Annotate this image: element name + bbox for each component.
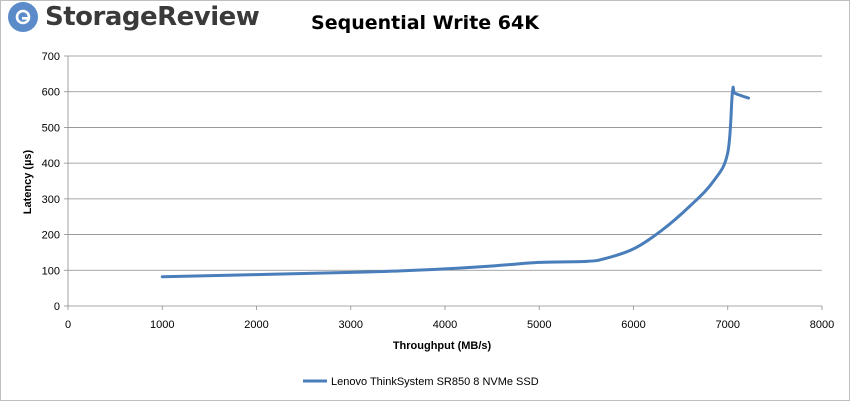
storagereview-logo-icon — [8, 2, 38, 32]
y-tick-label: 200 — [42, 230, 60, 242]
gridlines — [68, 55, 822, 271]
y-tick-label: 0 — [54, 301, 60, 313]
y-tick-label: 300 — [42, 194, 60, 206]
x-tick-label: 5000 — [527, 319, 551, 331]
chart-title: Sequential Write 64K — [311, 12, 539, 34]
legend: Lenovo ThinkSystem SR850 8 NVMe SSD — [303, 376, 539, 388]
x-tick-label: 0 — [65, 319, 71, 331]
brand-name: StorageReview — [45, 2, 260, 32]
x-tick-label: 2000 — [244, 319, 268, 331]
y-tick-label: 600 — [42, 87, 60, 99]
axes — [64, 55, 823, 310]
x-axis-label: Throughput (MB/s) — [393, 340, 492, 352]
x-tick-label: 3000 — [339, 319, 363, 331]
series-line — [160, 85, 750, 279]
y-axis-label: Latency (µs) — [22, 149, 34, 214]
x-tick-label: 8000 — [810, 319, 834, 331]
x-tick-label: 6000 — [621, 319, 645, 331]
legend-label: Lenovo ThinkSystem SR850 8 NVMe SSD — [331, 376, 539, 388]
y-tick-label: 700 — [42, 51, 60, 63]
series-layer — [160, 85, 750, 279]
brand-logo: StorageReview — [8, 2, 260, 32]
y-tick-label: 500 — [42, 122, 60, 134]
x-tick-label: 4000 — [433, 319, 457, 331]
y-tick-label: 400 — [42, 158, 60, 170]
y-tick-label: 100 — [42, 265, 60, 277]
x-tick-label: 1000 — [150, 319, 174, 331]
x-tick-label: 7000 — [716, 319, 740, 331]
